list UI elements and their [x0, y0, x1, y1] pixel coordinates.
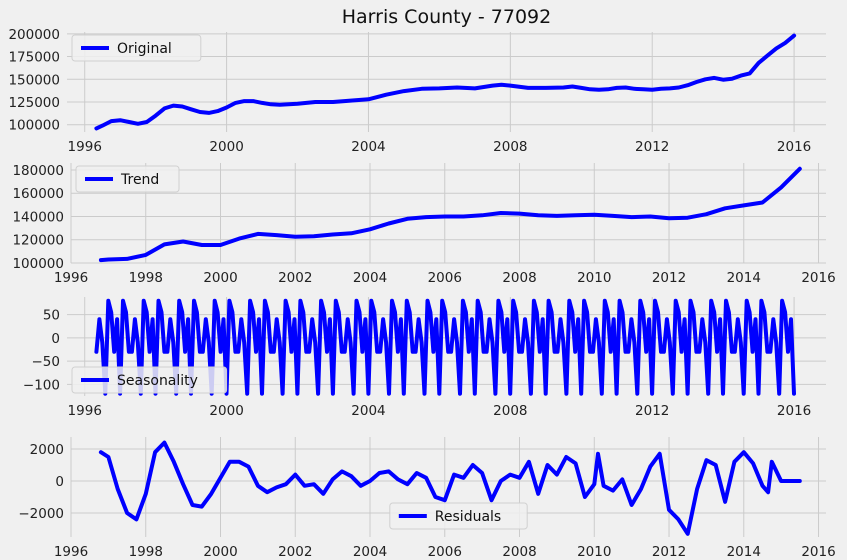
original-series-line — [94, 33, 797, 131]
original-legend-label: Original — [117, 41, 172, 57]
trend-legend: Trend — [75, 165, 180, 193]
original-y-tick-label: 125000 — [8, 95, 60, 111]
trend-y-tick-label: 140000 — [12, 209, 64, 225]
original-x-tick-label: 2000 — [209, 139, 243, 155]
trend-x-tick-label: 2014 — [727, 270, 761, 286]
original-panel: 1996 2000 2004 2008 2012 2016 100000 125000 1500… — [8, 6, 826, 155]
residuals-x-tick-label: 2014 — [727, 544, 761, 560]
residuals-x-tick-label: 2006 — [428, 544, 462, 560]
seasonality-x-tick-label: 2004 — [351, 403, 385, 419]
trend-y-tick-label: 100000 — [12, 256, 64, 272]
residuals-x-tick-label: 2008 — [502, 544, 536, 560]
trend-y-tick-label: 120000 — [12, 233, 64, 249]
residuals-x-tick-label: 2012 — [652, 544, 686, 560]
original-legend-box — [71, 34, 202, 62]
seasonality-x-tick-label: 2000 — [209, 403, 243, 419]
trend-x-tick-label: 2000 — [203, 270, 237, 286]
residuals-panel: 1996 1998 2000 2002 2004 2006 2008 2010 2012 2014… — [18, 437, 836, 560]
original-y-tick-label: 150000 — [8, 72, 60, 88]
trend-x-tick-label: 2002 — [278, 270, 312, 286]
original-x-tick-label: 2008 — [493, 139, 527, 155]
trend-x-tick-label: 2010 — [577, 270, 611, 286]
seasonality-x-tick-label: 2016 — [777, 403, 811, 419]
original-y-tick-label: 175000 — [8, 50, 60, 66]
trend-x-tick-label: 2008 — [502, 270, 536, 286]
residuals-legend-box — [389, 502, 528, 530]
trend-x-tick-label: 2012 — [652, 270, 686, 286]
residuals-x-tick-label: 2004 — [353, 544, 387, 560]
trend-x-tick-label: 2004 — [353, 270, 387, 286]
seasonality-y-tick-label: −50 — [32, 354, 61, 370]
original-y-tick-label: 100000 — [8, 118, 60, 134]
residuals-y-tick-label: 2000 — [30, 442, 64, 458]
chart-title: Harris County - 77092 — [342, 6, 551, 28]
seasonality-legend: Seasonality — [71, 366, 228, 394]
residuals-x-tick-label: 2000 — [203, 544, 237, 560]
seasonality-x-tick-label: 1996 — [68, 403, 102, 419]
residuals-x-tick-label: 1998 — [129, 544, 163, 560]
trend-panel: 1996 1998 2000 2002 2004 2006 2008 2010 2012 2014… — [12, 163, 835, 286]
seasonality-legend-box — [71, 366, 228, 394]
trend-y-tick-label: 160000 — [12, 186, 64, 202]
seasonality-y-tick-label: 0 — [51, 331, 60, 347]
seasonality-panel: 1996 2000 2004 2008 2012 2016 −100 −50 0 50 Season… — [23, 297, 826, 419]
original-x-tick-label: 2016 — [777, 139, 811, 155]
seasonality-x-tick-label: 2008 — [493, 403, 527, 419]
trend-y-tick-label: 180000 — [12, 163, 64, 179]
trend-x-tick-label: 1998 — [129, 270, 163, 286]
residuals-x-tick-label: 2002 — [278, 544, 312, 560]
residuals-x-tick-label: 2010 — [577, 544, 611, 560]
seasonality-y-tick-label: 50 — [43, 308, 60, 324]
residuals-y-tick-label: −2000 — [18, 506, 64, 522]
residuals-x-tick-label: 2016 — [801, 544, 835, 560]
original-x-tick-label: 1996 — [68, 139, 102, 155]
trend-x-tick-label: 1996 — [54, 270, 88, 286]
seasonality-y-tick-label: −100 — [23, 377, 60, 393]
original-legend: Original — [71, 34, 202, 62]
trend-x-tick-label: 2016 — [801, 270, 835, 286]
seasonality-x-tick-label: 2012 — [635, 403, 669, 419]
residuals-y-tick-label: 0 — [55, 474, 64, 490]
residuals-x-tick-label: 1996 — [54, 544, 88, 560]
trend-legend-box — [75, 165, 180, 193]
original-y-tick-label: 200000 — [8, 27, 60, 43]
trend-series-line — [98, 166, 802, 263]
seasonality-series-line — [94, 298, 796, 396]
trend-x-tick-label: 2006 — [428, 270, 462, 286]
original-x-tick-label: 2004 — [351, 139, 385, 155]
trend-legend-label: Trend — [120, 172, 159, 188]
seasonality-legend-label: Seasonality — [117, 373, 198, 389]
original-x-tick-label: 2012 — [635, 139, 669, 155]
residuals-series-line — [98, 440, 802, 536]
residuals-legend-label: Residuals — [435, 509, 501, 525]
residuals-legend: Residuals — [389, 502, 528, 530]
